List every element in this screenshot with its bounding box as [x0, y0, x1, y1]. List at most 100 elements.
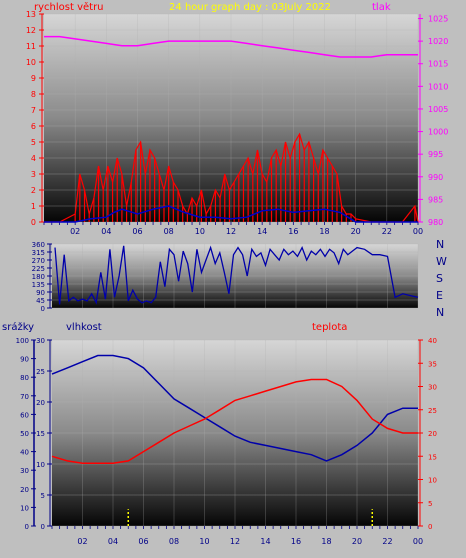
wind-tick-label: 8 — [31, 90, 36, 99]
pressure-tick-label: 990 — [428, 173, 443, 182]
rain-tick-label: 10 — [20, 504, 29, 512]
direction-tick-label: 0 — [41, 305, 45, 313]
temp-tick-label: 10 — [428, 477, 437, 485]
temperature-line — [51, 378, 418, 464]
rain-tick-label: 50 — [20, 430, 29, 438]
direction-label-n-bottom: N — [436, 306, 444, 319]
wind-x-tick-label: 20 — [351, 227, 361, 236]
pressure-tick-label: 1005 — [428, 105, 448, 114]
temp-x-tick-label: 08 — [169, 537, 179, 546]
direction-tick-label: 90 — [36, 289, 45, 297]
wind-x-tick-label: 10 — [195, 227, 205, 236]
rain-tick-label: 90 — [20, 356, 29, 364]
pressure-tick-label: 1020 — [428, 37, 448, 46]
rain-tick-label: 60 — [20, 411, 29, 419]
graph-title: 24 hour graph day : 03July 2022 — [169, 2, 331, 13]
direction-labels: N W S E N — [436, 238, 447, 319]
wind-tick-label: 1 — [31, 202, 36, 211]
temp-tick-label: 30 — [428, 384, 437, 392]
pressure-line — [44, 35, 418, 58]
temp-tick-label: 5 — [428, 500, 432, 508]
wind-x-tick-label: 06 — [132, 227, 142, 236]
humidity-line — [51, 354, 418, 462]
wind-tick-label: 12 — [26, 26, 36, 35]
direction-tick-label: 360 — [32, 241, 45, 249]
direction-tick-label: 180 — [32, 273, 45, 281]
pressure-tick-label: 985 — [428, 195, 443, 204]
humidity-tick-label: 0 — [41, 523, 45, 531]
pressure-tick-label: 1025 — [428, 15, 448, 24]
direction-label-e: E — [436, 289, 443, 302]
temp-tick-label: 15 — [428, 453, 437, 461]
temp-tick-label: 35 — [428, 360, 437, 368]
direction-tick-label: 135 — [32, 281, 45, 289]
rain-tick-label: 100 — [16, 337, 29, 345]
temperature-axis-title: teplota — [312, 322, 347, 333]
pressure-axis-title: tlak — [372, 2, 391, 13]
humidity-tick-label: 15 — [36, 430, 45, 438]
pressure-tick-label: 1000 — [428, 128, 448, 137]
wind-tick-label: 3 — [31, 170, 36, 179]
wind-x-tick-label: 22 — [382, 227, 392, 236]
wind-x-tick-label: 08 — [164, 227, 174, 236]
temp-x-tick-label: 00 — [413, 537, 423, 546]
rain-tick-label: 20 — [20, 486, 29, 494]
direction-tick-label: 315 — [32, 249, 45, 257]
direction-line — [54, 245, 419, 305]
direction-tick-label: 270 — [32, 257, 45, 265]
wind-x-tick-label: 16 — [288, 227, 298, 236]
rain-tick-label: 30 — [20, 467, 29, 475]
temp-x-tick-label: 22 — [382, 537, 392, 546]
humidity-tick-label: 30 — [36, 337, 45, 345]
wind-x-tick-label: 00 — [413, 227, 423, 236]
wind-x-tick-label: 02 — [70, 227, 80, 236]
wind-tick-label: 10 — [26, 58, 36, 67]
wind-tick-label: 11 — [26, 42, 36, 51]
direction-tick-label: 225 — [32, 265, 45, 273]
wind-x-tick-label: 12 — [226, 227, 236, 236]
temp-x-tick-label: 12 — [230, 537, 240, 546]
temp-x-tick-label: 04 — [108, 537, 118, 546]
direction-label-s: S — [436, 272, 443, 285]
pressure-tick-label: 1010 — [428, 82, 448, 91]
wind-x-tick-label: 14 — [257, 227, 267, 236]
temp-x-tick-label: 10 — [199, 537, 209, 546]
wind-tick-label: 2 — [31, 186, 36, 195]
axes: 0123456789101112139809859909951000100510… — [16, 10, 449, 546]
rain-tick-label: 40 — [20, 449, 29, 457]
temp-x-tick-label: 02 — [77, 537, 87, 546]
wind-tick-label: 5 — [31, 138, 36, 147]
wind-tick-label: 0 — [31, 218, 36, 227]
humidity-tick-label: 20 — [36, 399, 45, 407]
pressure-tick-label: 980 — [428, 218, 443, 227]
direction-label-n-top: N — [436, 238, 444, 251]
temp-x-tick-label: 20 — [352, 537, 362, 546]
humidity-tick-label: 25 — [36, 368, 45, 376]
wind-x-tick-label: 18 — [319, 227, 329, 236]
temp-tick-label: 0 — [428, 523, 432, 531]
wind-axis-title: rychlost větru — [34, 1, 104, 13]
wind-tick-label: 7 — [31, 106, 36, 115]
direction-label-w: W — [436, 255, 447, 268]
temp-x-tick-label: 06 — [138, 537, 148, 546]
pressure-tick-label: 995 — [428, 150, 443, 159]
wind-tick-label: 9 — [31, 74, 36, 83]
wind-tick-label: 4 — [31, 154, 36, 163]
rain-tick-label: 70 — [20, 393, 29, 401]
temp-x-tick-label: 18 — [321, 537, 331, 546]
wind-base-line — [44, 205, 418, 223]
pressure-tick-label: 1015 — [428, 60, 448, 69]
humidity-tick-label: 5 — [41, 492, 45, 500]
humidity-axis-title: vlhkost — [66, 322, 102, 333]
rain-axis-title: srážky — [2, 321, 34, 333]
temp-x-tick-label: 14 — [260, 537, 270, 546]
rain-tick-label: 0 — [25, 523, 29, 531]
humidity-tick-label: 10 — [36, 461, 45, 469]
wind-x-tick-label: 04 — [101, 227, 111, 236]
direction-tick-label: 45 — [36, 297, 45, 305]
wind-tick-label: 13 — [26, 10, 36, 19]
temp-tick-label: 40 — [428, 337, 437, 345]
temp-tick-label: 25 — [428, 407, 437, 415]
